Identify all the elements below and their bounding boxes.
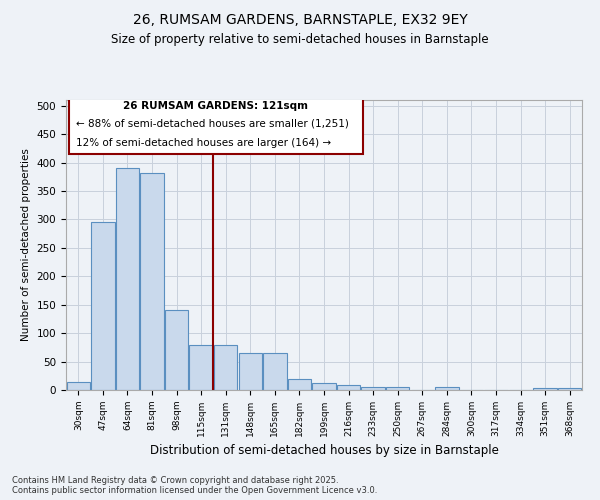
Bar — [313, 383, 335, 390]
Text: Contains HM Land Registry data © Crown copyright and database right 2025.
Contai: Contains HM Land Registry data © Crown c… — [12, 476, 377, 495]
Text: 12% of semi-detached houses are larger (164) →: 12% of semi-detached houses are larger (… — [76, 138, 331, 147]
Bar — [558, 388, 581, 390]
Text: 26 RUMSAM GARDENS: 121sqm: 26 RUMSAM GARDENS: 121sqm — [123, 102, 308, 112]
Bar — [165, 310, 188, 390]
Bar — [67, 382, 90, 390]
Bar — [190, 344, 213, 390]
Y-axis label: Number of semi-detached properties: Number of semi-detached properties — [21, 148, 31, 342]
Bar — [239, 353, 262, 390]
Bar — [288, 378, 311, 390]
Text: ← 88% of semi-detached houses are smaller (1,251): ← 88% of semi-detached houses are smalle… — [76, 118, 349, 128]
Bar — [140, 173, 164, 390]
X-axis label: Distribution of semi-detached houses by size in Barnstaple: Distribution of semi-detached houses by … — [149, 444, 499, 458]
Bar — [533, 388, 557, 390]
Bar — [386, 387, 409, 390]
Bar — [91, 222, 115, 390]
Bar — [361, 387, 385, 390]
Text: 26, RUMSAM GARDENS, BARNSTAPLE, EX32 9EY: 26, RUMSAM GARDENS, BARNSTAPLE, EX32 9EY — [133, 12, 467, 26]
Bar — [116, 168, 139, 390]
Bar — [435, 387, 458, 390]
Bar — [214, 344, 238, 390]
Text: Size of property relative to semi-detached houses in Barnstaple: Size of property relative to semi-detach… — [111, 32, 489, 46]
Bar — [337, 386, 360, 390]
FancyBboxPatch shape — [68, 97, 363, 154]
Bar — [263, 353, 287, 390]
